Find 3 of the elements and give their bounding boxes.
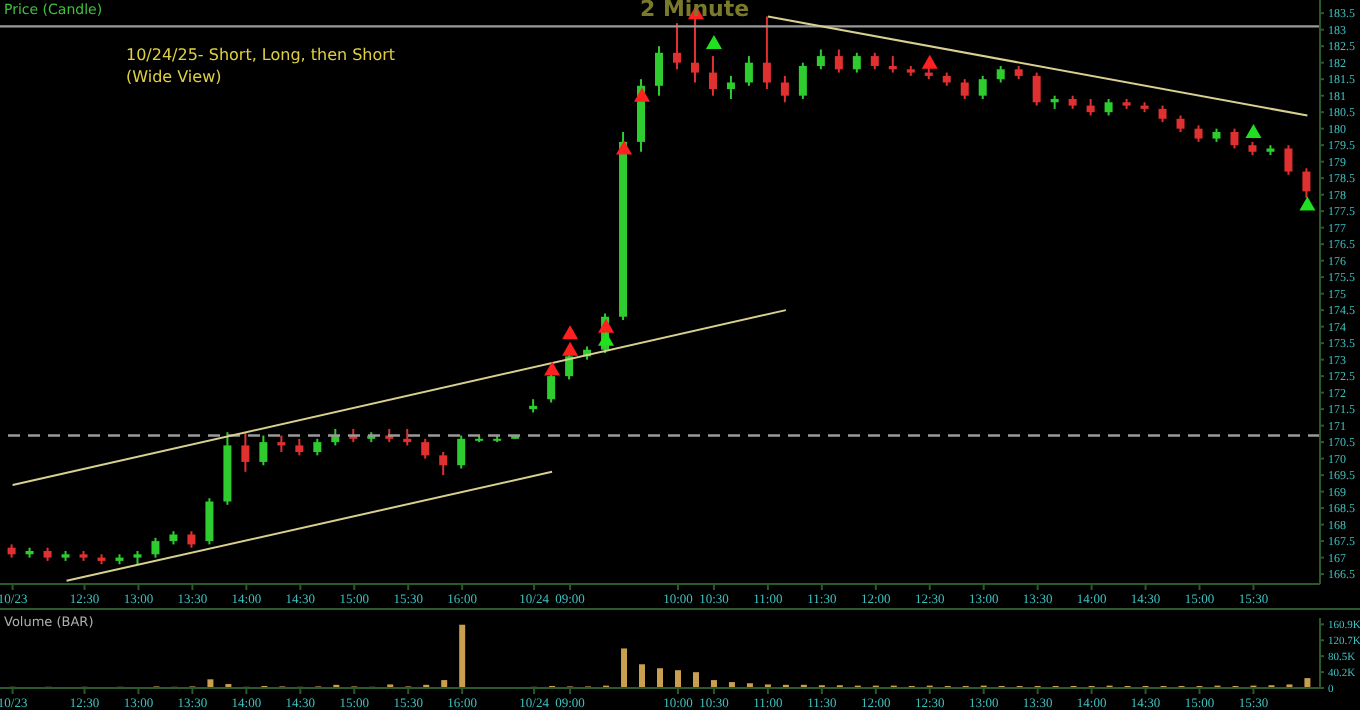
annotation: (Wide View) xyxy=(126,66,224,88)
annotation: 10/24/25- Short, Long, then Short xyxy=(126,44,396,66)
chart-title: 2 Minute xyxy=(640,0,750,22)
